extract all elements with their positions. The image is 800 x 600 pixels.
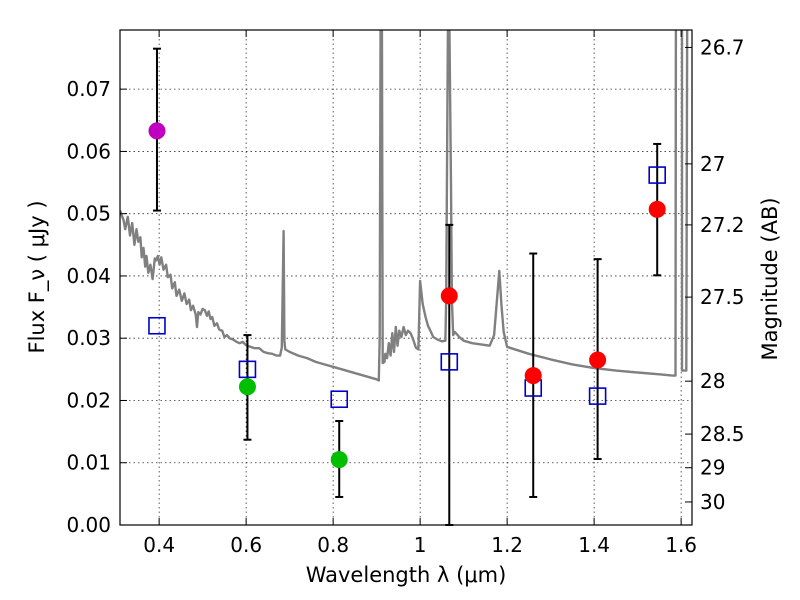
x-tick-label: 0.8 xyxy=(317,533,349,557)
x-tick-labels: 0.4 0.6 0.8 1 1.2 1.4 1.6 xyxy=(143,533,697,557)
magnitude-tick-label: 26.7 xyxy=(700,35,745,59)
magnitude-tick-label: 28 xyxy=(700,369,725,393)
model-square xyxy=(440,353,459,371)
x-tick-label: 1.4 xyxy=(578,533,610,557)
model-square xyxy=(588,387,607,405)
model-spectrum-layer xyxy=(120,30,689,382)
magnitude-tick-label: 28.5 xyxy=(700,422,745,446)
observed-point xyxy=(524,367,542,385)
y-tick-label: 0.05 xyxy=(66,202,111,226)
y-tick-label: 0.01 xyxy=(66,451,111,475)
model-squares-layer xyxy=(148,166,667,409)
y-tick-label: 0.07 xyxy=(66,77,111,101)
y-axis-title: Flux F_ν ( μJy ) xyxy=(25,200,50,353)
y-tick-labels: 0.00 0.01 0.02 0.03 0.04 0.05 0.06 0.07 xyxy=(66,77,111,537)
model-square xyxy=(330,390,349,409)
tick-marks xyxy=(120,30,692,526)
magnitude-tick-labels: 26.7 27 27.2 27.5 28 28.5 29 30 xyxy=(700,35,745,514)
model-spectrum-line xyxy=(120,30,689,382)
observed-point xyxy=(440,287,458,305)
x-axis-title: Wavelength λ (μm) xyxy=(306,563,507,587)
observed-point xyxy=(148,122,166,140)
y-tick-label: 0.04 xyxy=(66,264,111,288)
y-tick-label: 0.02 xyxy=(66,388,111,412)
grid-lines xyxy=(120,30,692,526)
magnitude-tick-label: 27 xyxy=(700,152,725,176)
magnitude-tick-label: 30 xyxy=(700,490,725,514)
observed-point xyxy=(648,200,666,218)
plot-frame xyxy=(119,29,693,526)
model-square xyxy=(148,316,166,335)
model-square xyxy=(648,166,667,184)
x-tick-label: 0.4 xyxy=(143,533,175,557)
magnitude-tick-label: 27.5 xyxy=(700,285,745,309)
observed-point xyxy=(589,351,607,369)
magnitude-tick-label: 27.2 xyxy=(700,213,745,237)
y-tick-label: 0.06 xyxy=(66,139,111,163)
observed-point xyxy=(238,378,256,396)
x-tick-label: 1 xyxy=(414,533,427,557)
magnitude-tick-label: 29 xyxy=(700,456,725,480)
model-square xyxy=(238,360,257,379)
y-tick-label: 0.00 xyxy=(66,513,111,537)
right-axis-title: Magnitude (AB) xyxy=(758,197,782,360)
x-tick-label: 1.6 xyxy=(665,533,697,557)
x-tick-label: 1.2 xyxy=(491,533,523,557)
y-tick-label: 0.03 xyxy=(66,326,111,350)
observed-point xyxy=(330,451,348,469)
data-points-layer xyxy=(148,122,666,469)
x-tick-label: 0.6 xyxy=(230,533,262,557)
